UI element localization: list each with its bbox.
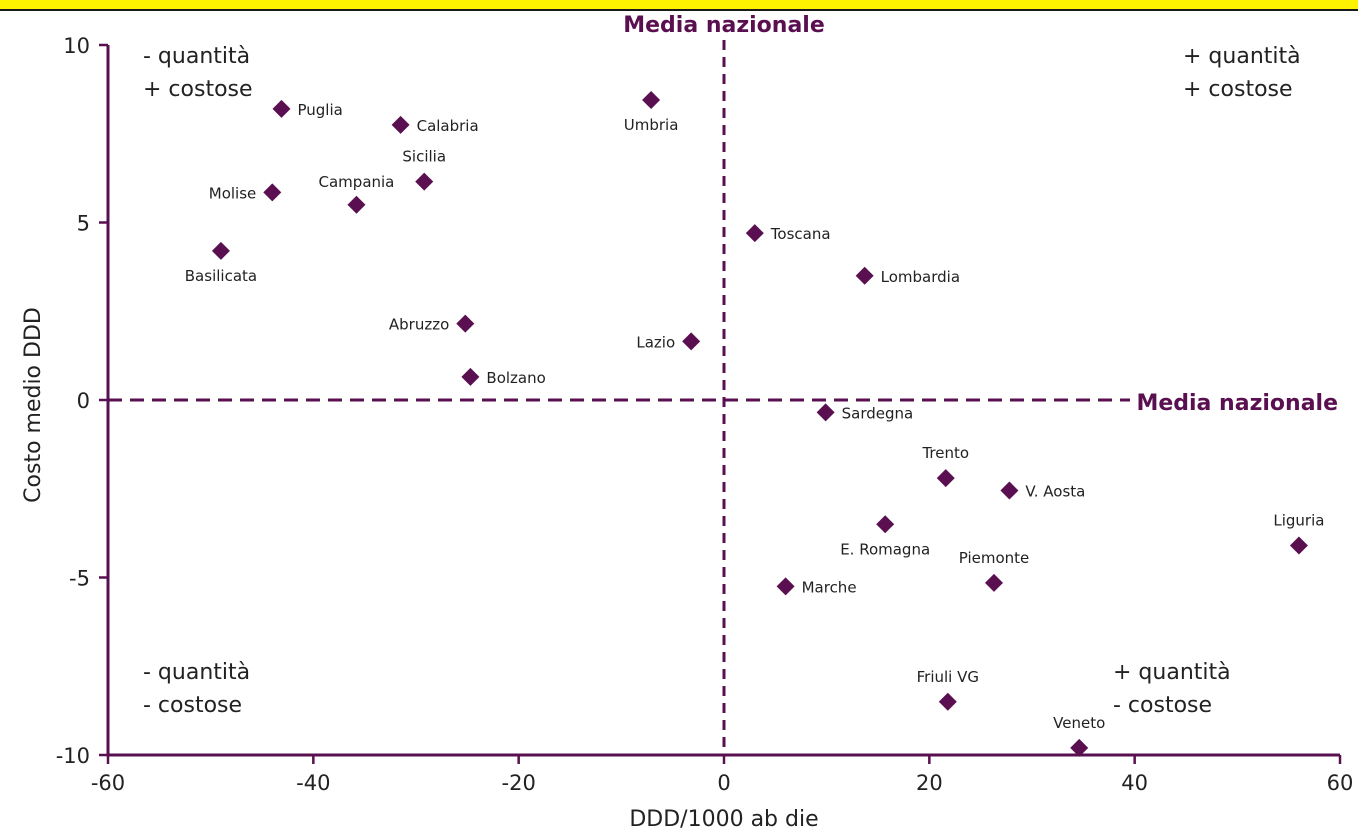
point-label-bolzano: Bolzano	[486, 369, 545, 387]
quadrant-top-right-line: + quantità	[1183, 44, 1301, 69]
horizontal-reference-label: Media nazionale	[1136, 391, 1338, 416]
point-abruzzo	[456, 314, 475, 333]
point-bolzano	[461, 367, 480, 386]
x-tick-label: 40	[1121, 771, 1148, 795]
point-campania	[347, 195, 366, 214]
quadrant-top-right-line: + costose	[1183, 77, 1293, 102]
point-label-umbria: Umbria	[624, 116, 679, 134]
point-label-v-aosta: V. Aosta	[1025, 483, 1085, 501]
point-lazio	[682, 332, 701, 351]
point-label-toscana: Toscana	[770, 225, 831, 243]
point-sardegna	[816, 403, 835, 422]
x-tick-label: -60	[91, 771, 125, 795]
x-tick-label: 60	[1327, 771, 1354, 795]
point-umbria	[642, 91, 661, 110]
quadrant-bottom-right-line: + quantità	[1113, 660, 1231, 685]
point-label-trento: Trento	[921, 444, 969, 462]
top-accent-bar	[0, 0, 1358, 9]
y-tick-label: -5	[69, 567, 90, 591]
vertical-reference-label: Media nazionale	[623, 13, 825, 38]
point-lombardia	[855, 266, 874, 285]
x-tick-label: -40	[296, 771, 330, 795]
point-label-campania: Campania	[319, 173, 395, 191]
point-piemonte	[985, 573, 1004, 592]
point-e-romagna	[876, 515, 895, 534]
point-label-friuli-vg: Friuli VG	[917, 668, 979, 686]
reference-lines: Media nazionale Media nazionale	[108, 13, 1338, 755]
x-tick-label: 20	[916, 771, 943, 795]
y-tick-label: 10	[63, 34, 90, 58]
point-label-e-romagna: E. Romagna	[840, 540, 930, 558]
quadrant-bottom-right-line: - costose	[1113, 693, 1212, 718]
x-tick-label: 0	[717, 771, 730, 795]
point-calabria	[391, 115, 410, 134]
point-label-basilicata: Basilicata	[185, 267, 257, 285]
point-basilicata	[211, 241, 230, 260]
data-points: Puglia Calabria Umbria Sicilia Molise Campani…	[185, 91, 1324, 757]
y-tick-label: 0	[77, 389, 90, 413]
point-label-veneto: Veneto	[1053, 714, 1105, 732]
point-veneto	[1070, 738, 1089, 757]
y-axis-title: Costo medio DDD	[21, 307, 46, 503]
point-label-liguria: Liguria	[1273, 512, 1324, 530]
quadrant-bottom-left-line: - quantità	[143, 660, 250, 685]
point-label-marche: Marche	[802, 578, 857, 596]
point-label-lombardia: Lombardia	[881, 268, 960, 286]
x-tick-label: -20	[502, 771, 536, 795]
top-accent-rule	[0, 9, 1358, 11]
point-label-abruzzo: Abruzzo	[389, 316, 449, 334]
point-molise	[263, 183, 282, 202]
point-label-molise: Molise	[209, 184, 257, 202]
point-label-lazio: Lazio	[636, 333, 675, 351]
quadrant-top-left-line: - quantità	[143, 44, 250, 69]
point-label-calabria: Calabria	[417, 117, 479, 135]
point-liguria	[1289, 536, 1308, 555]
point-toscana	[745, 224, 764, 243]
point-trento	[936, 469, 955, 488]
tick-marks: -60 -40 -20 0 20 40 60 -10 -5 0 5 10	[56, 34, 1354, 795]
point-label-sicilia: Sicilia	[402, 148, 446, 166]
point-label-puglia: Puglia	[298, 101, 343, 119]
point-v-aosta	[1000, 481, 1019, 500]
quadrant-bottom-left-line: - costose	[143, 693, 242, 718]
y-tick-label: 5	[77, 212, 90, 236]
point-label-piemonte: Piemonte	[959, 549, 1030, 567]
y-tick-label: -10	[56, 744, 90, 768]
point-marche	[776, 577, 795, 596]
point-friuli-vg	[938, 692, 957, 711]
point-sicilia	[415, 172, 434, 191]
quadrant-labels: - quantità + costose + quantità + costose - …	[143, 44, 1301, 718]
point-puglia	[272, 99, 291, 118]
point-label-sardegna: Sardegna	[842, 404, 914, 422]
x-axis-title: DDD/1000 ab die	[629, 807, 818, 832]
quadrant-top-left-line: + costose	[143, 77, 253, 102]
